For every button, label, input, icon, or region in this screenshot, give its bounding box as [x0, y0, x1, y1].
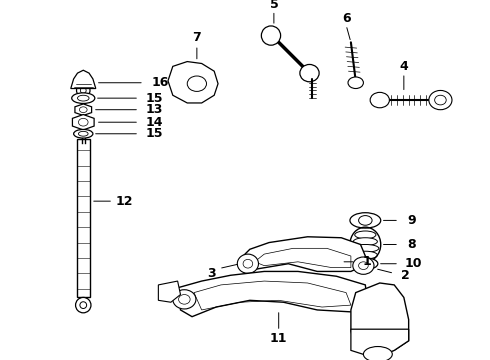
Polygon shape	[351, 329, 409, 358]
Text: 2: 2	[401, 269, 410, 282]
Text: 9: 9	[407, 214, 416, 227]
Ellipse shape	[353, 257, 374, 274]
Ellipse shape	[364, 347, 392, 360]
Text: 3: 3	[207, 267, 216, 280]
Ellipse shape	[173, 290, 196, 309]
Ellipse shape	[80, 302, 87, 309]
Polygon shape	[71, 70, 96, 89]
Ellipse shape	[353, 258, 378, 270]
Text: 10: 10	[405, 257, 422, 270]
Text: 1: 1	[363, 255, 371, 268]
Ellipse shape	[350, 213, 381, 228]
Ellipse shape	[429, 90, 452, 110]
Ellipse shape	[75, 297, 91, 313]
Ellipse shape	[300, 64, 319, 82]
Text: 4: 4	[399, 60, 408, 73]
Ellipse shape	[370, 93, 390, 108]
Polygon shape	[73, 114, 94, 130]
Text: 15: 15	[146, 92, 163, 105]
Text: 12: 12	[116, 195, 133, 208]
Ellipse shape	[359, 216, 372, 225]
Ellipse shape	[237, 254, 259, 273]
Ellipse shape	[261, 26, 281, 45]
Ellipse shape	[74, 130, 93, 138]
Ellipse shape	[77, 95, 89, 101]
Ellipse shape	[353, 238, 377, 246]
Ellipse shape	[348, 77, 364, 89]
Text: 6: 6	[342, 12, 350, 25]
Ellipse shape	[355, 258, 376, 266]
Text: 7: 7	[193, 31, 201, 44]
Ellipse shape	[78, 118, 88, 126]
Ellipse shape	[352, 244, 379, 252]
Text: 15: 15	[146, 127, 163, 140]
Ellipse shape	[360, 260, 371, 267]
Ellipse shape	[353, 251, 377, 259]
Polygon shape	[177, 271, 368, 317]
Ellipse shape	[72, 93, 95, 103]
Ellipse shape	[79, 107, 87, 113]
Ellipse shape	[359, 262, 368, 270]
Ellipse shape	[355, 231, 376, 239]
Bar	[76, 139, 90, 297]
Text: 16: 16	[151, 76, 169, 89]
Text: 14: 14	[146, 116, 163, 129]
Text: 5: 5	[270, 0, 278, 11]
Ellipse shape	[178, 294, 190, 304]
Text: 13: 13	[146, 103, 163, 116]
Text: 11: 11	[270, 332, 288, 345]
Polygon shape	[158, 281, 180, 302]
Ellipse shape	[78, 131, 88, 136]
Polygon shape	[240, 237, 366, 271]
Polygon shape	[168, 62, 218, 103]
Ellipse shape	[238, 255, 258, 273]
Polygon shape	[351, 283, 409, 355]
Ellipse shape	[435, 95, 446, 105]
Text: 8: 8	[407, 238, 416, 251]
Polygon shape	[75, 104, 92, 116]
